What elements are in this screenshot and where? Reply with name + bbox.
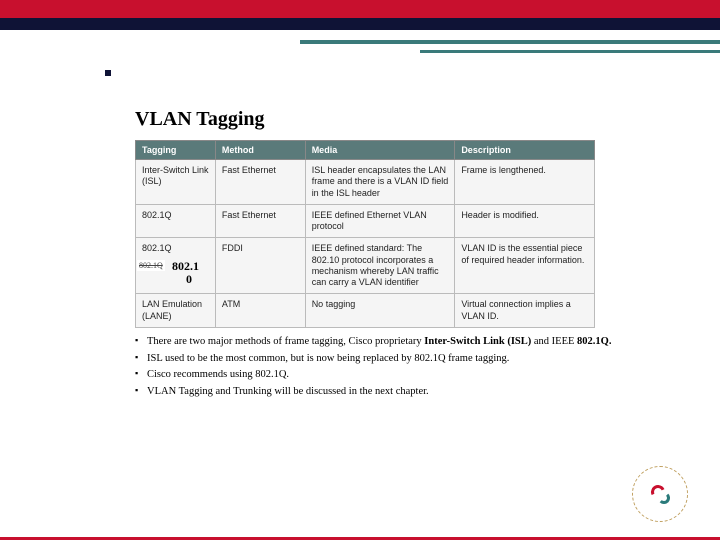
bold-text: 802.1Q. (577, 336, 611, 347)
cell-tagging: 802.1Q (136, 204, 216, 238)
header-bars (0, 0, 720, 30)
bullet-text: There are two major methods of frame tag… (147, 336, 424, 347)
table-row: 802.1Q FDDI IEEE defined standard: The 8… (136, 238, 595, 294)
correction-line-1: 802.1 (172, 259, 199, 273)
bar-teal-2 (420, 50, 720, 53)
bar-red (0, 0, 720, 18)
table-row: Inter-Switch Link (ISL) Fast Ethernet IS… (136, 160, 595, 205)
cell-method: Fast Ethernet (215, 204, 305, 238)
cell-desc: VLAN ID is the essential piece of requir… (455, 238, 595, 294)
table-row: LAN Emulation (LANE) ATM No tagging Virt… (136, 294, 595, 328)
cell-desc: Header is modified. (455, 204, 595, 238)
university-logo (632, 466, 688, 522)
bullet-text: and IEEE (531, 336, 577, 347)
bullet-marker (105, 70, 111, 76)
logo-inner (646, 480, 674, 508)
cell-media: IEEE defined Ethernet VLAN protocol (305, 204, 455, 238)
notes-list: There are two major methods of frame tag… (135, 335, 615, 402)
cell-desc: Virtual connection implies a VLAN ID. (455, 294, 595, 328)
list-item: VLAN Tagging and Trunking will be discus… (135, 385, 615, 399)
page-title: VLAN Tagging (135, 108, 265, 131)
table-row: 802.1Q Fast Ethernet IEEE defined Ethern… (136, 204, 595, 238)
cell-media: IEEE defined standard: The 802.10 protoc… (305, 238, 455, 294)
struck-text: 802.1Q (137, 260, 165, 271)
correction-line-2: 0 (186, 272, 192, 286)
list-item: There are two major methods of frame tag… (135, 335, 615, 349)
bar-teal-1 (300, 40, 720, 44)
list-item: Cisco recommends using 802.1Q. (135, 368, 615, 382)
cell-media: No tagging (305, 294, 455, 328)
th-tagging: Tagging (136, 141, 216, 160)
cell-tagging: Inter-Switch Link (ISL) (136, 160, 216, 205)
bold-text: Inter-Switch Link (ISL) (424, 336, 531, 347)
bullet-text: VLAN Tagging and Trunking will be discus… (147, 386, 429, 397)
th-media: Media (305, 141, 455, 160)
cell-method: Fast Ethernet (215, 160, 305, 205)
vlan-tagging-table: Tagging Method Media Description Inter-S… (135, 140, 595, 328)
logo-swirl-icon (649, 483, 671, 505)
bullet-text: ISL used to be the most common, but is n… (147, 353, 509, 364)
cell-desc: Frame is lengthened. (455, 160, 595, 205)
th-description: Description (455, 141, 595, 160)
cell-media: ISL header encapsulates the LAN frame an… (305, 160, 455, 205)
bullet-text: Cisco recommends using 802.1Q. (147, 369, 289, 380)
th-method: Method (215, 141, 305, 160)
correction-text: 802.1 0 (172, 260, 199, 285)
list-item: ISL used to be the most common, but is n… (135, 352, 615, 366)
cell-method: ATM (215, 294, 305, 328)
cell-tagging: LAN Emulation (LANE) (136, 294, 216, 328)
bar-navy (0, 18, 720, 30)
cell-method: FDDI (215, 238, 305, 294)
